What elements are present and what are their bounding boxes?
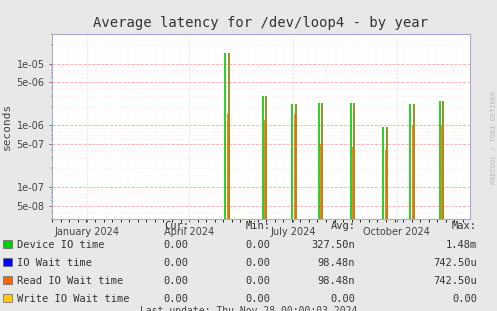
Text: 0.00: 0.00 xyxy=(246,276,271,286)
Text: 0.00: 0.00 xyxy=(246,240,271,250)
Text: 0.00: 0.00 xyxy=(164,295,189,304)
Text: Max:: Max: xyxy=(452,220,477,230)
Text: 327.50n: 327.50n xyxy=(312,240,355,250)
Text: 0.00: 0.00 xyxy=(164,258,189,268)
Text: 742.50u: 742.50u xyxy=(433,276,477,286)
Text: Avg:: Avg: xyxy=(331,220,355,230)
Text: 98.48n: 98.48n xyxy=(318,276,355,286)
Text: Read IO Wait time: Read IO Wait time xyxy=(17,276,124,286)
Text: 0.00: 0.00 xyxy=(164,276,189,286)
Title: Average latency for /dev/loop4 - by year: Average latency for /dev/loop4 - by year xyxy=(93,16,428,30)
Text: IO Wait time: IO Wait time xyxy=(17,258,92,268)
Text: Device IO time: Device IO time xyxy=(17,240,105,250)
Text: 742.50u: 742.50u xyxy=(433,258,477,268)
Y-axis label: seconds: seconds xyxy=(2,103,12,150)
Text: RRDTOOL / TOBI OETIKER: RRDTOOL / TOBI OETIKER xyxy=(491,90,497,183)
Text: 1.48m: 1.48m xyxy=(446,240,477,250)
Text: Write IO Wait time: Write IO Wait time xyxy=(17,295,130,304)
Text: Cur:: Cur: xyxy=(164,220,189,230)
Text: Min:: Min: xyxy=(246,220,271,230)
Text: 0.00: 0.00 xyxy=(246,258,271,268)
Text: 0.00: 0.00 xyxy=(164,240,189,250)
Text: 98.48n: 98.48n xyxy=(318,258,355,268)
Text: Last update: Thu Nov 28 00:00:03 2024: Last update: Thu Nov 28 00:00:03 2024 xyxy=(140,306,357,311)
Text: 0.00: 0.00 xyxy=(331,295,355,304)
Text: 0.00: 0.00 xyxy=(246,295,271,304)
Text: 0.00: 0.00 xyxy=(452,295,477,304)
